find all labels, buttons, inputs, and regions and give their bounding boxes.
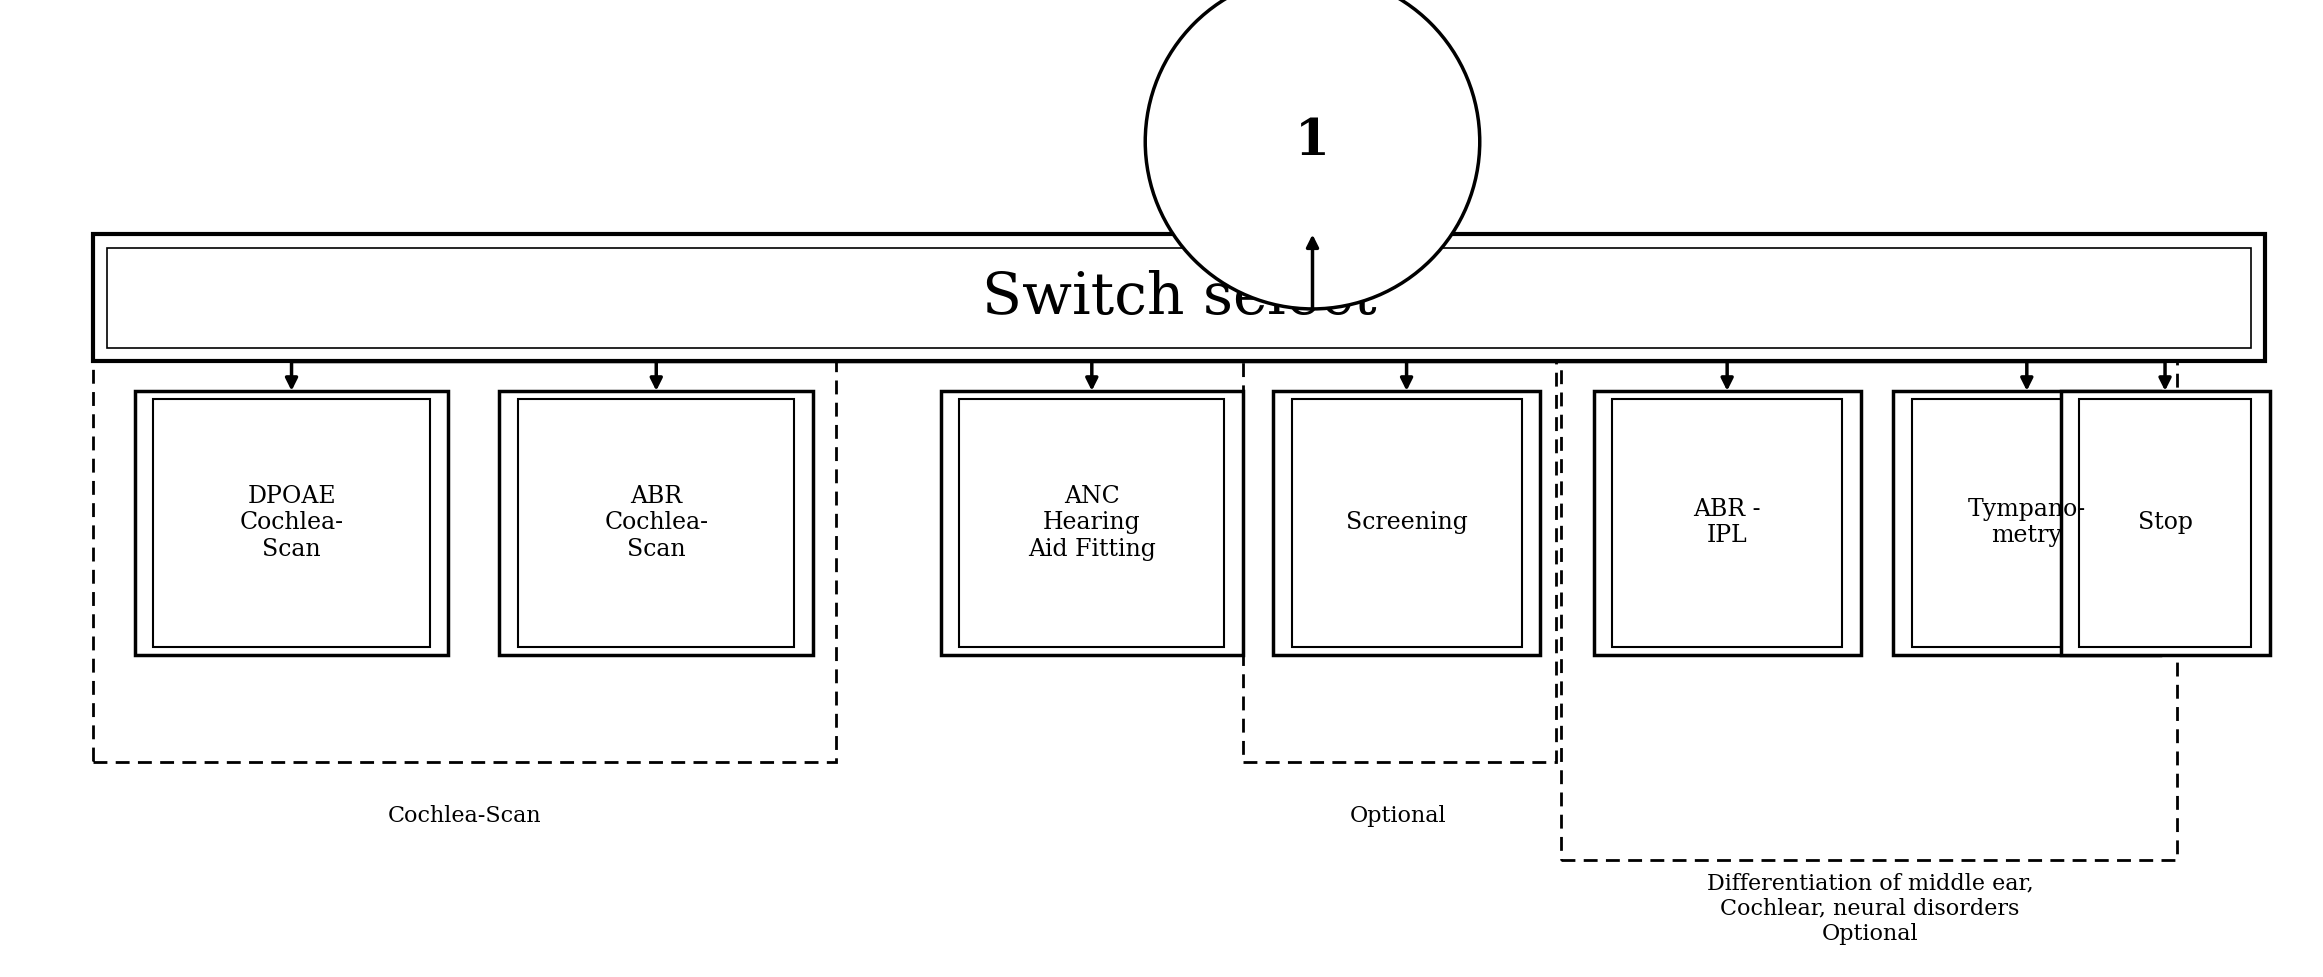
Bar — [93, 342, 836, 762]
Bar — [107, 248, 2251, 348]
Bar — [959, 399, 1224, 647]
Text: ABR
Cochlea-
Scan: ABR Cochlea- Scan — [604, 485, 709, 561]
Text: 1: 1 — [1294, 117, 1331, 166]
Text: Differentiation of middle ear,
Cochlear, neural disorders
Optional: Differentiation of middle ear, Cochlear,… — [1707, 872, 2033, 945]
Bar — [1273, 391, 1540, 655]
Bar — [2061, 391, 2270, 655]
Text: ABR -
IPL: ABR - IPL — [1693, 498, 1761, 547]
Text: Optional: Optional — [1350, 805, 1447, 827]
Text: ANC
Hearing
Aid Fitting: ANC Hearing Aid Fitting — [1027, 485, 1157, 561]
Ellipse shape — [1145, 0, 1480, 309]
Text: Tympano-
metry: Tympano- metry — [1968, 498, 2086, 547]
Text: Switch select: Switch select — [983, 270, 1375, 326]
Bar — [2079, 399, 2251, 647]
Bar — [518, 399, 794, 647]
Text: Stop: Stop — [2137, 511, 2193, 534]
Bar — [1292, 399, 1522, 647]
Bar — [1893, 391, 2160, 655]
Bar — [1594, 391, 1861, 655]
Bar — [93, 234, 2265, 361]
Bar — [1612, 399, 1842, 647]
Bar — [1912, 399, 2142, 647]
Bar — [499, 391, 813, 655]
Text: Cochlea-Scan: Cochlea-Scan — [388, 805, 541, 827]
Bar — [1243, 342, 1556, 762]
Bar — [135, 391, 448, 655]
Bar — [941, 391, 1243, 655]
Bar — [153, 399, 430, 647]
Text: DPOAE
Cochlea-
Scan: DPOAE Cochlea- Scan — [239, 485, 344, 561]
Text: Screening: Screening — [1345, 511, 1468, 534]
Bar — [1561, 342, 2177, 860]
